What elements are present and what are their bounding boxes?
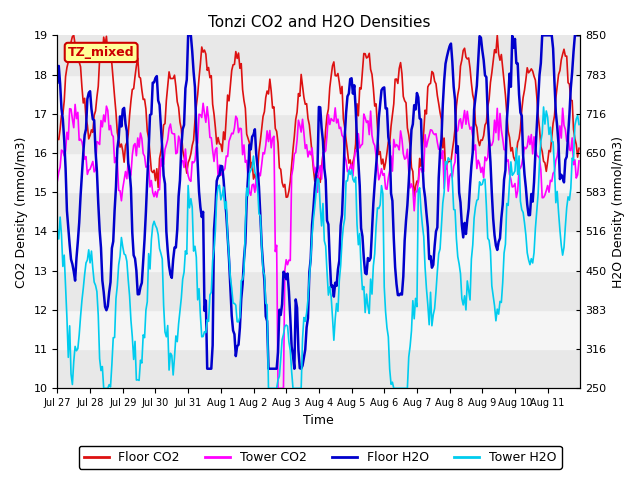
Text: TZ_mixed: TZ_mixed xyxy=(68,46,134,59)
Bar xyxy=(58,192,580,231)
Bar xyxy=(58,349,580,388)
Bar xyxy=(58,74,580,114)
Bar xyxy=(58,231,580,271)
X-axis label: Time: Time xyxy=(303,414,334,427)
Y-axis label: CO2 Density (mmol/m3): CO2 Density (mmol/m3) xyxy=(15,136,28,288)
Bar xyxy=(58,36,580,74)
Title: Tonzi CO2 and H2O Densities: Tonzi CO2 and H2O Densities xyxy=(207,15,430,30)
Y-axis label: H2O Density (mmol/m3): H2O Density (mmol/m3) xyxy=(612,136,625,288)
Legend: Floor CO2, Tower CO2, Floor H2O, Tower H2O: Floor CO2, Tower CO2, Floor H2O, Tower H… xyxy=(79,446,561,469)
Bar xyxy=(58,114,580,153)
Bar xyxy=(58,310,580,349)
Bar xyxy=(58,271,580,310)
Bar xyxy=(58,153,580,192)
